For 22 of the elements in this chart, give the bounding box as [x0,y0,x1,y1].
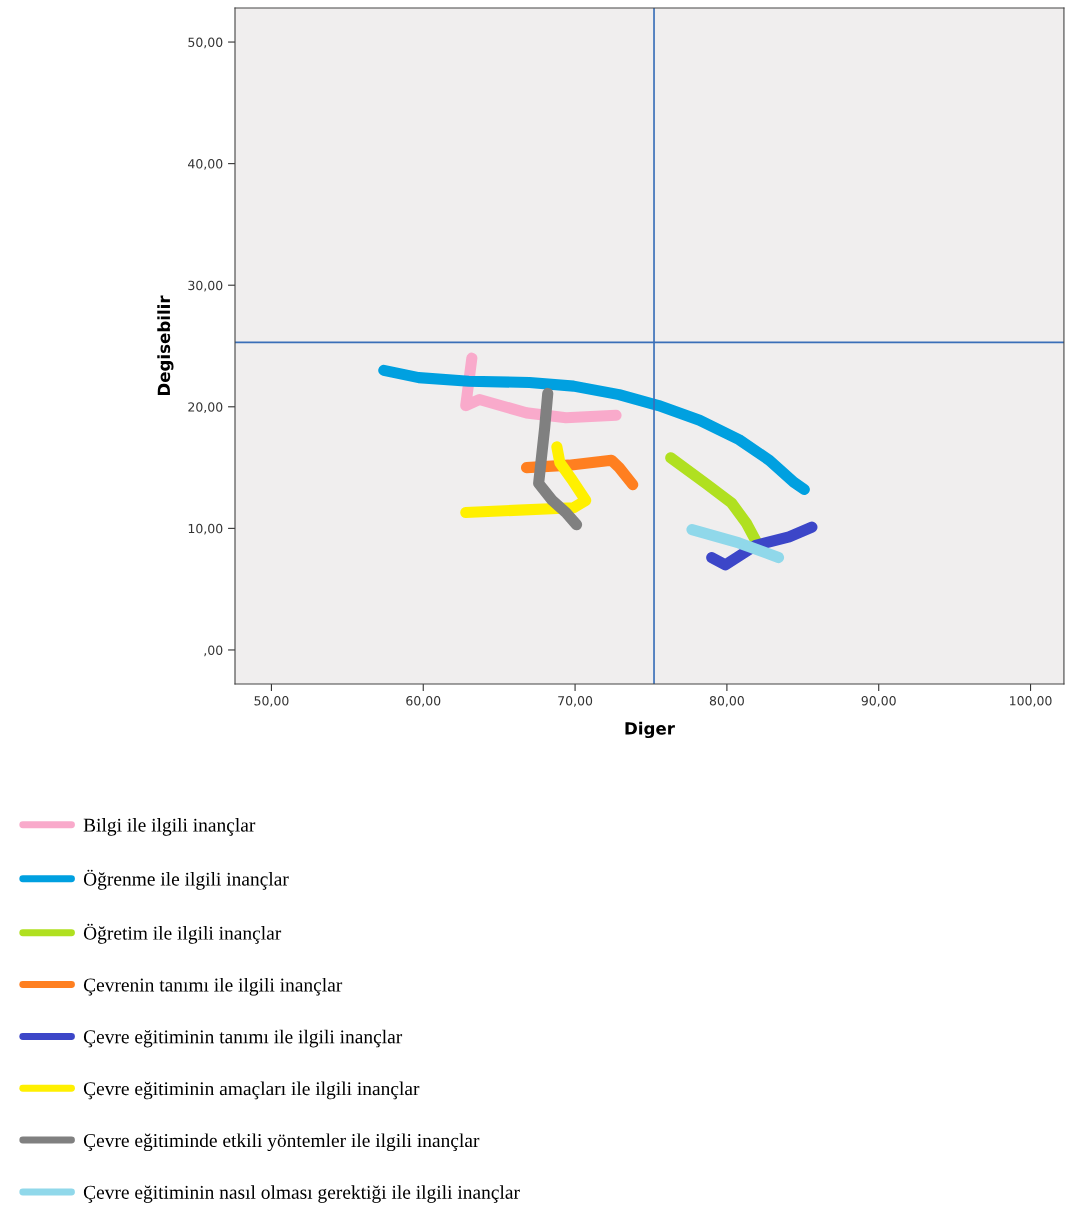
x-tick-label: 100,00 [1010,696,1052,707]
x-tick-label: 90,00 [861,696,896,707]
y-tick-label: 20,00 [188,402,223,413]
y-tick-label: ,00 [204,645,223,657]
x-tick-label: 50,00 [254,696,289,707]
legend-label: Bilgi ile ilgili inançlar [83,818,256,836]
y-axis-title: Degisebilir [157,295,174,396]
x-tick-label: 70,00 [558,696,593,707]
x-tick-label: 80,00 [709,696,744,707]
y-tick-label: 30,00 [188,280,223,292]
x-axis-title: Diger [625,721,675,739]
legend-label: Çevre eğitiminin nasıl olması gerektiği ile ilgili inançlar [83,1185,520,1203]
y-tick-label: 40,00 [188,159,223,170]
legend-label: Öğretim ile ilgili inançlar [83,923,282,944]
y-tick-label: 10,00 [188,523,223,535]
legend-label: Çevrenin tanımı ile ilgili inançlar [83,977,343,996]
legend-label: Çevre eğitiminde etkili yöntemler ile ilgili inançlar [83,1133,480,1152]
legend-label: Öğrenme ile ilgili inançlar [83,869,289,890]
x-tick-label: 60,00 [406,696,441,707]
y-tick-label: 50,00 [188,37,223,49]
legend-label: Çevre eğitiminin tanımı ile ilgili inançlar [83,1029,403,1048]
legend-label: Çevre eğitiminin amaçları ile ilgili inançlar [83,1081,420,1100]
